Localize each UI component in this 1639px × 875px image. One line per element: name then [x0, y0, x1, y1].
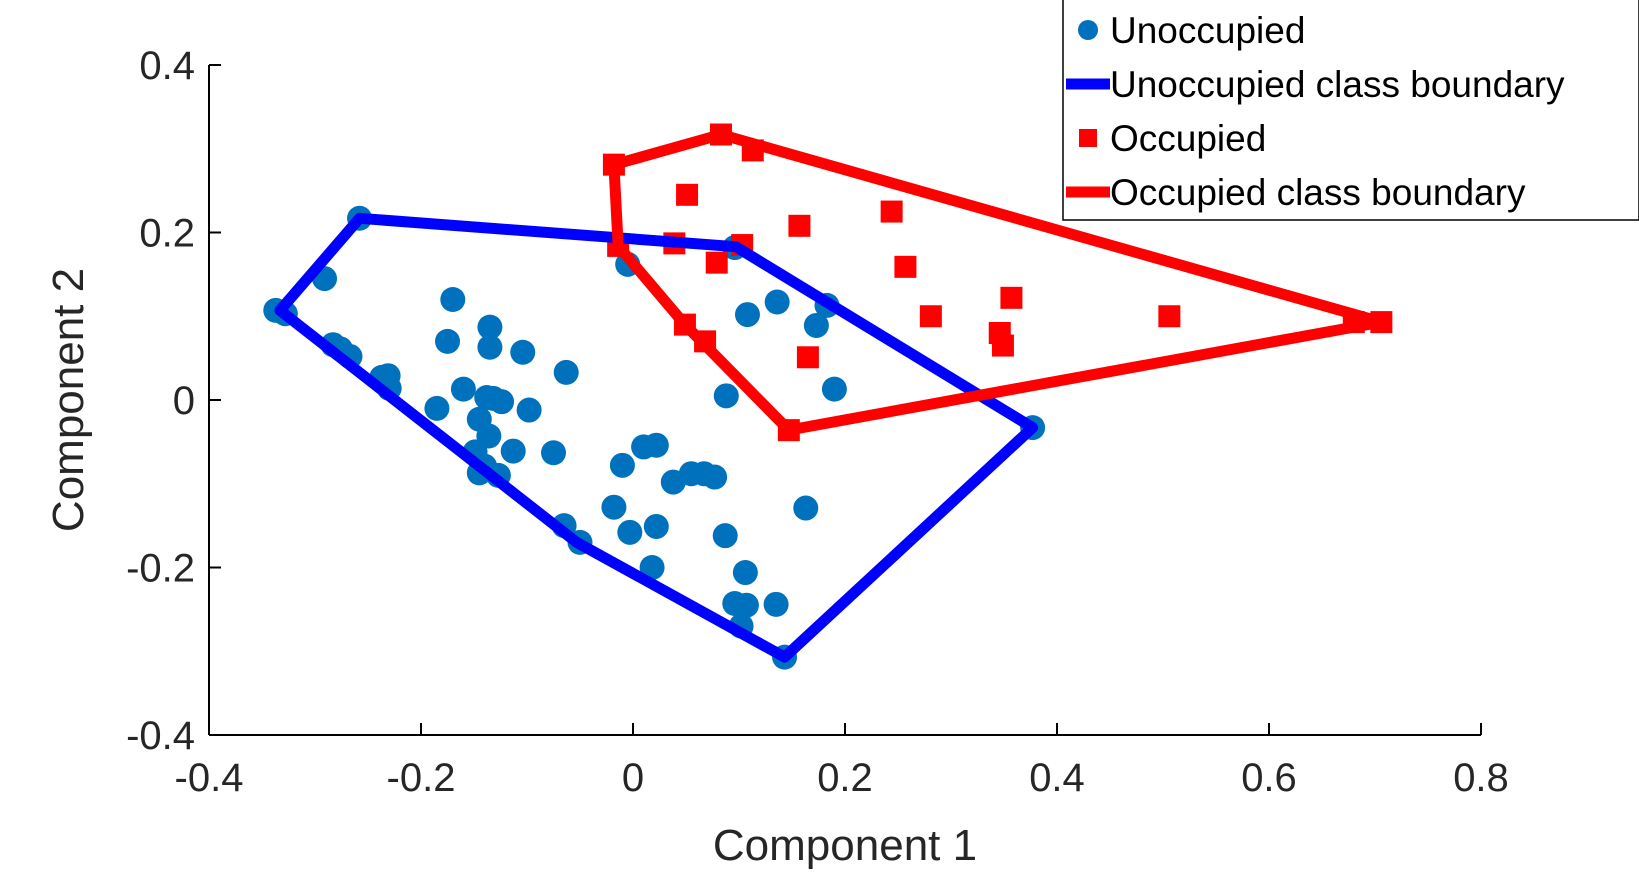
unoccupied-point	[643, 513, 669, 539]
occupied-point	[991, 334, 1014, 357]
unoccupied-point	[643, 432, 669, 458]
unoccupied-point	[763, 591, 789, 617]
occupied-point	[919, 305, 942, 328]
occupied-point	[1158, 305, 1181, 328]
unoccupied-point	[489, 389, 515, 415]
x-tick-label: -0.2	[387, 756, 456, 800]
y-tick-label: -0.2	[126, 547, 195, 591]
unoccupied-point	[793, 495, 819, 521]
unoccupied-point	[734, 302, 760, 328]
unoccupied-point	[733, 592, 759, 618]
unoccupied-point	[764, 289, 790, 315]
unoccupied-point	[477, 334, 503, 360]
legend: Unoccupied Unoccupied class boundary Occup…	[1062, 0, 1639, 221]
unoccupied-point	[477, 314, 503, 340]
legend-items: Unoccupied Unoccupied class boundary Occup…	[1066, 10, 1565, 213]
unoccupied-point	[440, 287, 466, 312]
unoccupied-point	[713, 383, 739, 409]
occupied-point	[676, 183, 699, 206]
occupied-point	[894, 255, 917, 278]
x-axis-ticks: -0.4 -0.2 0 0.2 0.4 0.6 0.8	[175, 723, 1509, 800]
y-tick-label: 0	[173, 379, 195, 423]
unoccupied-point	[541, 440, 566, 466]
x-tick-label: 0.6	[1241, 756, 1297, 800]
y-axis-ticks: -0.4 -0.2 0 0.2 0.4	[126, 44, 221, 758]
unoccupied-point	[702, 464, 728, 490]
occupied-point	[788, 214, 811, 237]
x-tick-label: 0.8	[1453, 756, 1509, 800]
y-tick-label: 0.2	[139, 212, 195, 256]
unoccupied-point	[553, 359, 579, 385]
y-axis-label: Component 2	[44, 268, 93, 532]
y-tick-label: -0.4	[126, 714, 195, 758]
unoccupied-point	[609, 452, 635, 478]
legend-square-icon	[1079, 129, 1097, 147]
plot-area: -0.4 -0.2 0 0.2 0.4 0.6 0.8 -0.4 -0.2 0 0.2 0.4	[126, 44, 1509, 800]
occupied-class-boundary-line	[608, 129, 1387, 436]
occupied-point	[705, 251, 728, 274]
unoccupied-point	[712, 523, 738, 549]
legend-label: Unoccupied class boundary	[1110, 64, 1565, 105]
legend-box	[1062, 0, 1639, 221]
x-tick-label: 0.4	[1029, 756, 1085, 800]
occupied-point	[880, 200, 903, 223]
unoccupied-point	[803, 312, 829, 338]
legend-label: Unoccupied	[1110, 10, 1305, 51]
unoccupied-point	[435, 328, 460, 354]
unoccupied-point	[639, 555, 665, 580]
x-tick-label: 0	[622, 756, 644, 800]
unoccupied-class-boundary-line	[274, 212, 1039, 663]
unoccupied-point	[821, 376, 847, 402]
unoccupied-point	[617, 519, 643, 545]
unoccupied-point	[601, 494, 627, 520]
y-tick-label: 0.4	[139, 44, 195, 88]
legend-circle-icon	[1078, 20, 1098, 40]
legend-label: Occupied class boundary	[1110, 172, 1526, 213]
x-tick-label: -0.4	[175, 756, 244, 800]
unoccupied-point	[424, 395, 450, 421]
unoccupied-point	[510, 339, 536, 365]
x-tick-label: 0.2	[817, 756, 873, 800]
series-layer	[263, 123, 1393, 670]
x-axis-label: Component 1	[713, 821, 977, 870]
series-unoccupied	[263, 205, 1046, 670]
occupied-point	[796, 346, 819, 369]
unoccupied-point	[500, 438, 526, 464]
occupied-point	[1000, 286, 1023, 309]
legend-label: Occupied	[1110, 118, 1266, 159]
unoccupied-point	[450, 376, 476, 402]
unoccupied-point	[516, 397, 542, 423]
unoccupied-point	[732, 560, 758, 586]
